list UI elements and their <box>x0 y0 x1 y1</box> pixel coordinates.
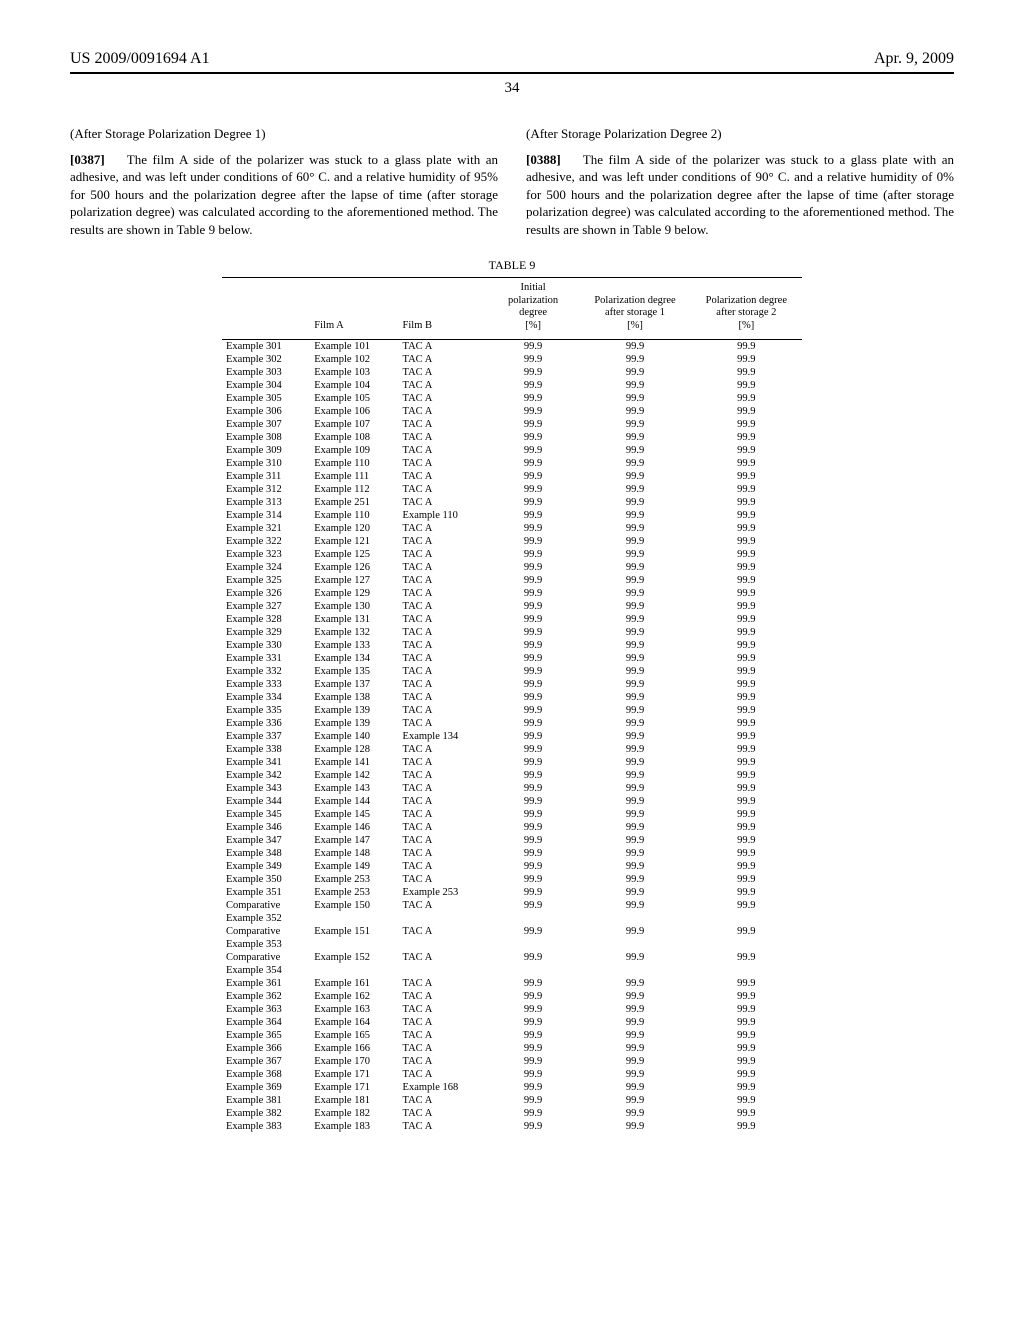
table-row: Example 338Example 128TAC A99.999.999.9 <box>222 743 802 756</box>
col-header-storage1: Polarization degreeafter storage 1[%] <box>579 278 690 339</box>
table-row: Example 302Example 102TAC A99.999.999.9 <box>222 353 802 366</box>
publication-date: Apr. 9, 2009 <box>874 50 954 68</box>
page-number: 34 <box>70 80 954 97</box>
table-row: Example 304Example 104TAC A99.999.999.9 <box>222 379 802 392</box>
table-row: Example 364Example 164TAC A99.999.999.9 <box>222 1016 802 1029</box>
table-row: Example 330Example 133TAC A99.999.999.9 <box>222 639 802 652</box>
right-subhead: (After Storage Polarization Degree 2) <box>526 125 954 143</box>
table-row: Example 365Example 165TAC A99.999.999.9 <box>222 1029 802 1042</box>
table-row: Example 322Example 121TAC A99.999.999.9 <box>222 535 802 548</box>
col-header-film-a: Film A <box>310 278 398 339</box>
table-row: Example 353 <box>222 938 802 951</box>
table-row: Example 354 <box>222 964 802 977</box>
table-row: Example 334Example 138TAC A99.999.999.9 <box>222 691 802 704</box>
table-row: Example 325Example 127TAC A99.999.999.9 <box>222 574 802 587</box>
table-row: Example 311Example 111TAC A99.999.999.9 <box>222 470 802 483</box>
col-header-blank <box>222 278 310 339</box>
table-row: Example 312Example 112TAC A99.999.999.9 <box>222 483 802 496</box>
table-row: Example 332Example 135TAC A99.999.999.9 <box>222 665 802 678</box>
left-column: (After Storage Polarization Degree 1) [0… <box>70 125 498 238</box>
table-row: Example 342Example 142TAC A99.999.999.9 <box>222 769 802 782</box>
col-header-film-b: Film B <box>399 278 487 339</box>
table-row: Example 347Example 147TAC A99.999.999.9 <box>222 834 802 847</box>
table-row: Example 331Example 134TAC A99.999.999.9 <box>222 652 802 665</box>
table-row: Example 381Example 181TAC A99.999.999.9 <box>222 1094 802 1107</box>
table-row: Example 301Example 101TAC A99.999.999.9 <box>222 339 802 353</box>
table-row: Example 363Example 163TAC A99.999.999.9 <box>222 1003 802 1016</box>
table-row: Example 323Example 125TAC A99.999.999.9 <box>222 548 802 561</box>
table-9-wrap: TABLE 9 Film A Film B Initialpolarizatio… <box>222 258 802 1132</box>
table-header-row: Film A Film B Initialpolarizationdegree[… <box>222 278 802 339</box>
table-row: Example 314Example 110Example 11099.999.… <box>222 509 802 522</box>
table-row: Example 329Example 132TAC A99.999.999.9 <box>222 626 802 639</box>
right-para-text: The film A side of the polarizer was stu… <box>526 152 954 237</box>
right-para-number: [0388] <box>526 152 561 167</box>
table-row: Example 305Example 105TAC A99.999.999.9 <box>222 392 802 405</box>
table-row: Example 349Example 149TAC A99.999.999.9 <box>222 860 802 873</box>
table-row: ComparativeExample 150TAC A99.999.999.9 <box>222 899 802 912</box>
table-row: Example 307Example 107TAC A99.999.999.9 <box>222 418 802 431</box>
table-row: Example 336Example 139TAC A99.999.999.9 <box>222 717 802 730</box>
table-row: Example 308Example 108TAC A99.999.999.9 <box>222 431 802 444</box>
table-row: ComparativeExample 152TAC A99.999.999.9 <box>222 951 802 964</box>
table-row: Example 383Example 183TAC A99.999.999.9 <box>222 1120 802 1133</box>
table-row: ComparativeExample 151TAC A99.999.999.9 <box>222 925 802 938</box>
table-row: Example 321Example 120TAC A99.999.999.9 <box>222 522 802 535</box>
table-row: Example 350Example 253TAC A99.999.999.9 <box>222 873 802 886</box>
right-column: (After Storage Polarization Degree 2) [0… <box>526 125 954 238</box>
table-row: Example 345Example 145TAC A99.999.999.9 <box>222 808 802 821</box>
table-row: Example 382Example 182TAC A99.999.999.9 <box>222 1107 802 1120</box>
table-row: Example 361Example 161TAC A99.999.999.9 <box>222 977 802 990</box>
table-row: Example 352 <box>222 912 802 925</box>
table-row: Example 313Example 251TAC A99.999.999.9 <box>222 496 802 509</box>
table-row: Example 351Example 253Example 25399.999.… <box>222 886 802 899</box>
table-row: Example 348Example 148TAC A99.999.999.9 <box>222 847 802 860</box>
patent-number: US 2009/0091694 A1 <box>70 50 210 68</box>
table-row: Example 341Example 141TAC A99.999.999.9 <box>222 756 802 769</box>
table-9: Film A Film B Initialpolarizationdegree[… <box>222 277 802 1132</box>
table-row: Example 324Example 126TAC A99.999.999.9 <box>222 561 802 574</box>
left-paragraph: [0387] The film A side of the polarizer … <box>70 151 498 239</box>
table-row: Example 326Example 129TAC A99.999.999.9 <box>222 587 802 600</box>
table-body: Example 301Example 101TAC A99.999.999.9E… <box>222 339 802 1133</box>
table-row: Example 310Example 110TAC A99.999.999.9 <box>222 457 802 470</box>
table-row: Example 306Example 106TAC A99.999.999.9 <box>222 405 802 418</box>
table-row: Example 328Example 131TAC A99.999.999.9 <box>222 613 802 626</box>
table-row: Example 367Example 170TAC A99.999.999.9 <box>222 1055 802 1068</box>
table-row: Example 335Example 139TAC A99.999.999.9 <box>222 704 802 717</box>
table-row: Example 344Example 144TAC A99.999.999.9 <box>222 795 802 808</box>
running-header: US 2009/0091694 A1 Apr. 9, 2009 <box>70 50 954 68</box>
col-header-storage2: Polarization degreeafter storage 2[%] <box>691 278 802 339</box>
table-row: Example 327Example 130TAC A99.999.999.9 <box>222 600 802 613</box>
left-para-text: The film A side of the polarizer was stu… <box>70 152 498 237</box>
header-rule <box>70 72 954 74</box>
table-row: Example 333Example 137TAC A99.999.999.9 <box>222 678 802 691</box>
table-row: Example 368Example 171TAC A99.999.999.9 <box>222 1068 802 1081</box>
right-paragraph: [0388] The film A side of the polarizer … <box>526 151 954 239</box>
left-para-number: [0387] <box>70 152 105 167</box>
col-header-initial: Initialpolarizationdegree[%] <box>487 278 580 339</box>
left-subhead: (After Storage Polarization Degree 1) <box>70 125 498 143</box>
table-row: Example 309Example 109TAC A99.999.999.9 <box>222 444 802 457</box>
page: US 2009/0091694 A1 Apr. 9, 2009 34 (Afte… <box>0 0 1024 1173</box>
table-row: Example 362Example 162TAC A99.999.999.9 <box>222 990 802 1003</box>
table-row: Example 366Example 166TAC A99.999.999.9 <box>222 1042 802 1055</box>
table-row: Example 343Example 143TAC A99.999.999.9 <box>222 782 802 795</box>
table-row: Example 337Example 140Example 13499.999.… <box>222 730 802 743</box>
table-row: Example 346Example 146TAC A99.999.999.9 <box>222 821 802 834</box>
table-title: TABLE 9 <box>222 258 802 273</box>
table-row: Example 303Example 103TAC A99.999.999.9 <box>222 366 802 379</box>
table-row: Example 369Example 171Example 16899.999.… <box>222 1081 802 1094</box>
two-column-body: (After Storage Polarization Degree 1) [0… <box>70 125 954 238</box>
